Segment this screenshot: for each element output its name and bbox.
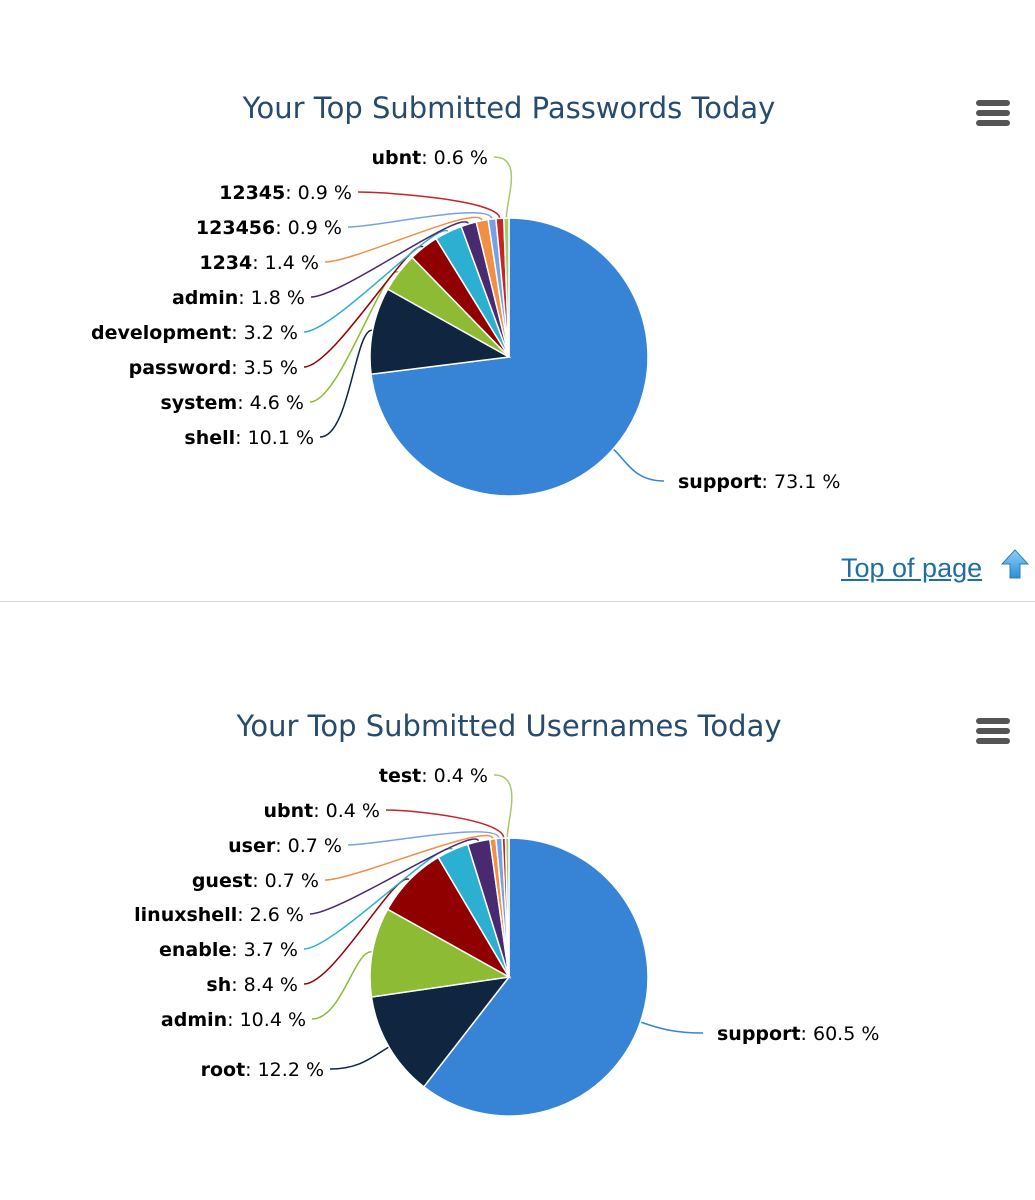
slice-label-name: admin <box>161 1009 227 1031</box>
slice-label-1234: 1234: 1.4 % <box>199 252 319 274</box>
slice-label-linuxshell: linuxshell: 2.6 % <box>134 904 304 926</box>
connector-guest <box>324 834 494 881</box>
slice-label-name: 1234 <box>199 252 252 274</box>
connector-12345 <box>357 191 501 219</box>
slice-label-development: development: 3.2 % <box>91 322 298 344</box>
slice-label-name: password <box>129 357 232 379</box>
slice-label-admin: admin: 1.8 % <box>172 287 305 309</box>
slice-label-test: test: 0.4 % <box>379 765 488 787</box>
slice-label-value: : 3.7 % <box>231 939 298 961</box>
slice-label-value: : 10.4 % <box>227 1009 306 1031</box>
slice-label-name: 123456 <box>196 217 275 239</box>
connector-support <box>640 1021 704 1034</box>
slice-label-name: ubnt <box>371 147 421 169</box>
slice-label-value: : 0.6 % <box>421 147 488 169</box>
slice-label-value: : 8.4 % <box>231 974 298 996</box>
pie-slice-test[interactable] <box>504 837 510 978</box>
slice-label-12345: 12345: 0.9 % <box>219 182 352 204</box>
slice-label-guest: guest: 0.7 % <box>192 870 319 892</box>
slice-label-name: linuxshell <box>134 904 237 926</box>
slice-label-value: : 4.6 % <box>237 392 304 414</box>
slice-label-value: : 10.1 % <box>235 427 314 449</box>
connector-admin <box>310 221 470 298</box>
usernames-pie-chart: Your Top Submitted Usernames Today suppo… <box>134 709 879 1117</box>
pie-slice-admin[interactable] <box>369 908 512 998</box>
pie-slice-shell[interactable] <box>369 288 512 376</box>
slice-label-value: : 2.6 % <box>237 904 304 926</box>
slice-label-value: : 1.4 % <box>252 252 319 274</box>
connector-123456 <box>347 212 493 228</box>
slice-label-name: shell <box>184 427 235 449</box>
hamburger-menu-icon[interactable] <box>976 718 1010 748</box>
chart-title: Your Top Submitted Passwords Today <box>242 91 776 125</box>
section-divider <box>0 601 1035 602</box>
slice-label-name: admin <box>172 287 238 309</box>
connector-development <box>303 229 449 333</box>
slice-label-support: support: 73.1 % <box>678 471 840 493</box>
slice-label-sh: sh: 8.4 % <box>206 974 298 996</box>
slice-label-name: system <box>160 392 237 414</box>
slice-label-value: : 3.5 % <box>231 357 298 379</box>
slice-label-value: : 60.5 % <box>801 1023 880 1045</box>
passwords-chart-panel: Your Top Submitted Passwords Today suppo… <box>91 91 1010 497</box>
slice-labels: support: 73.1 % shell: 10.1 % system: 4.6 … <box>91 147 840 493</box>
hamburger-menu-icon[interactable] <box>976 100 1010 130</box>
slice-label-root: root: 12.2 % <box>201 1059 324 1081</box>
slice-label-name: root <box>201 1059 246 1081</box>
slice-label-support: support: 60.5 % <box>717 1023 879 1045</box>
connector-support <box>612 448 665 482</box>
slice-label-name: support <box>717 1023 801 1045</box>
pie-slice-root[interactable] <box>370 975 511 1088</box>
slice-label-name: guest <box>192 870 252 892</box>
slice-label-password: password: 3.5 % <box>129 357 298 379</box>
slice-label-value: : 0.4 % <box>421 765 488 787</box>
slice-label-ubnt: ubnt: 0.6 % <box>371 147 488 169</box>
connector-1234 <box>324 216 483 263</box>
connector-user <box>347 831 500 846</box>
label-connectors <box>303 156 665 482</box>
slice-label-name: enable <box>159 939 231 961</box>
connector-root <box>329 1046 390 1070</box>
connector-admin <box>311 951 373 1020</box>
slice-label-admin: admin: 10.4 % <box>161 1009 306 1031</box>
slice-label-name: ubnt <box>263 800 313 822</box>
top-of-page-link[interactable]: Top of page <box>841 553 983 583</box>
slice-label-name: development <box>91 322 231 344</box>
slice-label-value: : 1.8 % <box>238 287 305 309</box>
slice-label-name: support <box>678 471 762 493</box>
slice-label-enable: enable: 3.7 % <box>159 939 298 961</box>
label-connectors <box>303 774 704 1070</box>
pie-slices <box>369 217 649 497</box>
connector-ubnt <box>385 809 505 839</box>
pie-slice-support[interactable] <box>422 837 649 1117</box>
connector-linuxshell <box>309 838 480 915</box>
connector-ubnt <box>493 156 513 219</box>
pie-slices <box>369 837 649 1117</box>
slice-label-ubnt: ubnt: 0.4 % <box>263 800 380 822</box>
passwords-pie-chart: Your Top Submitted Passwords Today suppo… <box>91 91 840 497</box>
chart-title: Your Top Submitted Usernames Today <box>235 709 781 743</box>
slice-label-shell: shell: 10.1 % <box>184 427 314 449</box>
slice-label-value: : 0.7 % <box>252 870 319 892</box>
slice-label-system: system: 4.6 % <box>160 392 304 414</box>
slice-label-123456: 123456: 0.9 % <box>196 217 342 239</box>
slice-labels: support: 60.5 % root: 12.2 % admin: 10.4 %… <box>134 765 879 1081</box>
connector-test <box>493 774 513 839</box>
slice-label-name: sh <box>206 974 231 996</box>
slice-label-value: : 12.2 % <box>245 1059 324 1081</box>
slice-label-name: test <box>379 765 421 787</box>
slice-label-value: : 0.4 % <box>313 800 380 822</box>
slice-label-value: : 0.7 % <box>275 835 342 857</box>
pie-slice-ubnt[interactable] <box>502 217 510 358</box>
slice-label-value: : 0.9 % <box>275 217 342 239</box>
slice-label-user: user: 0.7 % <box>228 835 342 857</box>
up-arrow-icon[interactable] <box>1000 548 1030 580</box>
usernames-chart-panel: Your Top Submitted Usernames Today suppo… <box>0 602 1035 1200</box>
connector-shell <box>319 329 373 438</box>
slice-label-value: : 0.9 % <box>285 182 352 204</box>
slice-label-name: user <box>228 835 276 857</box>
slice-label-name: 12345 <box>219 182 285 204</box>
slice-label-value: : 3.2 % <box>231 322 298 344</box>
slice-label-value: : 73.1 % <box>762 471 841 493</box>
